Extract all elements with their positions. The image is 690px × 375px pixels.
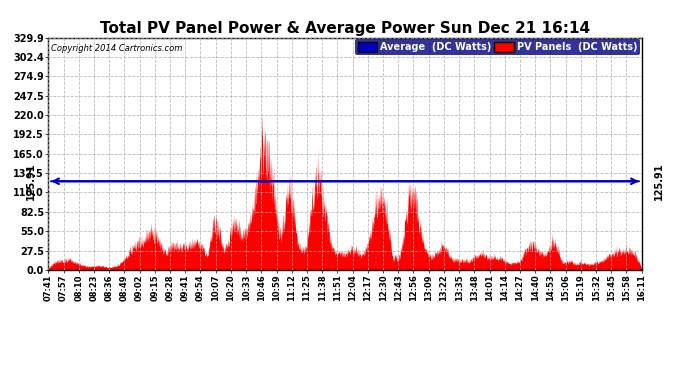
Title: Total PV Panel Power & Average Power Sun Dec 21 16:14: Total PV Panel Power & Average Power Sun… <box>100 21 590 36</box>
Legend: Average  (DC Watts), PV Panels  (DC Watts): Average (DC Watts), PV Panels (DC Watts) <box>355 39 640 55</box>
Text: Copyright 2014 Cartronics.com: Copyright 2014 Cartronics.com <box>51 45 183 54</box>
Text: 125.91: 125.91 <box>26 162 36 200</box>
Text: 125.91: 125.91 <box>654 162 664 200</box>
